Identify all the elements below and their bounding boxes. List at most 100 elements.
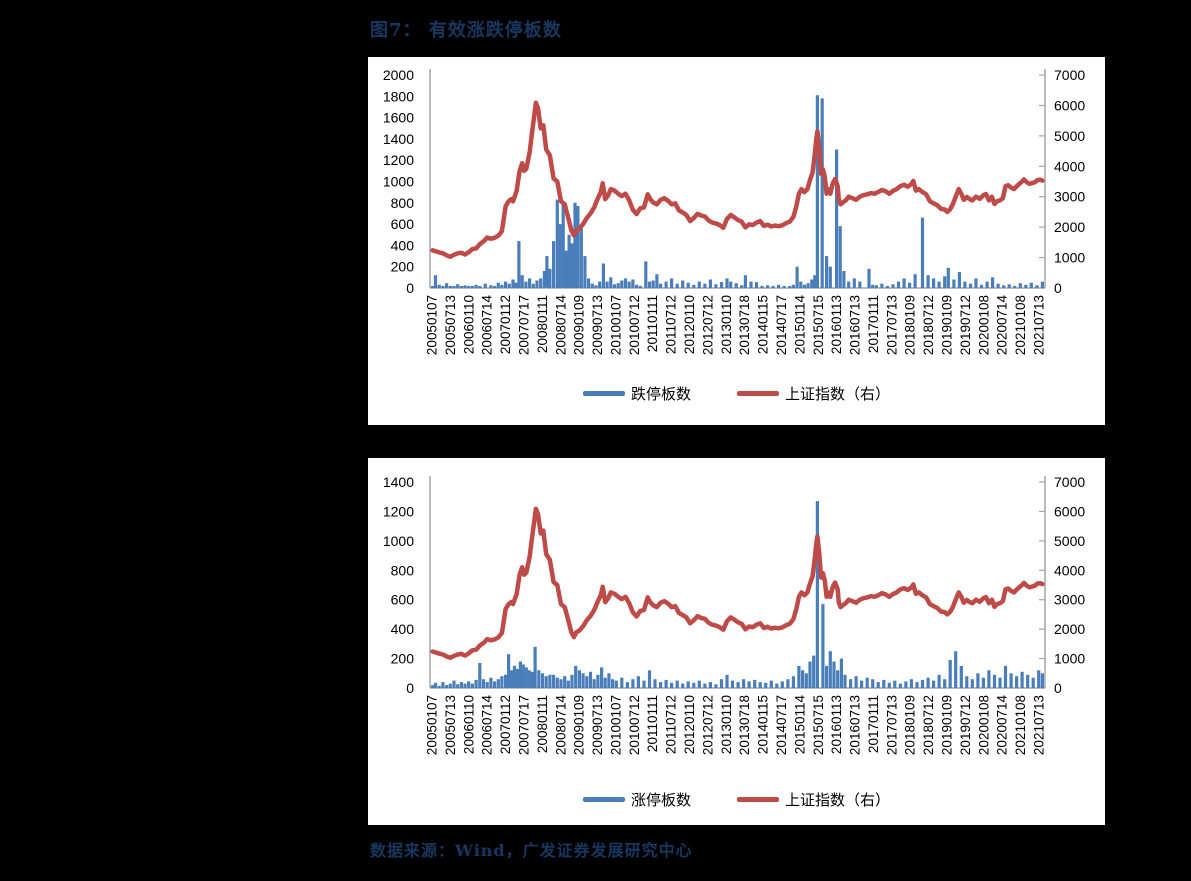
svg-text:20090109: 20090109 — [572, 295, 587, 355]
svg-text:20110111: 20110111 — [645, 295, 660, 352]
svg-text:20110712: 20110712 — [664, 295, 679, 354]
svg-text:20190109: 20190109 — [940, 295, 955, 355]
svg-text:20120712: 20120712 — [700, 295, 715, 355]
bar-series-涨停板数 — [431, 501, 1044, 688]
svg-text:20080111: 20080111 — [535, 695, 550, 753]
limit-up-chart: 0 200 400 600 800 1000 1200 1400 0 1000 2000 3000 40… — [383, 474, 1086, 756]
svg-text:20160113: 20160113 — [829, 695, 844, 754]
svg-text:20200714: 20200714 — [995, 295, 1010, 356]
svg-text:800: 800 — [391, 195, 415, 211]
source-note: 数据来源：Wind，广发证券发展研究中心 — [370, 841, 693, 860]
svg-text:20070112: 20070112 — [498, 695, 513, 754]
figure-title: 图7： 有效涨跌停板数 — [370, 20, 562, 41]
svg-text:20090109: 20090109 — [572, 695, 587, 755]
line-series-sse-index — [430, 100, 1045, 259]
svg-text:4000: 4000 — [1054, 158, 1085, 174]
svg-text:20110111: 20110111 — [645, 695, 660, 752]
right-axis-labels: 0 1000 2000 3000 4000 5000 6000 7000 — [1039, 474, 1085, 696]
svg-text:20060110: 20060110 — [461, 295, 476, 354]
svg-text:1800: 1800 — [383, 88, 414, 104]
svg-text:200: 200 — [391, 651, 415, 667]
svg-text:20100107: 20100107 — [608, 695, 623, 755]
svg-text:2000: 2000 — [383, 67, 414, 83]
red-line-marker-icon — [737, 797, 779, 802]
svg-text:1200: 1200 — [383, 503, 414, 519]
legend-item-bars: 跌停板数 — [582, 383, 691, 404]
svg-text:20090713: 20090713 — [590, 695, 605, 755]
svg-text:400: 400 — [391, 237, 415, 253]
legend-item-index: 上证指数（右） — [737, 383, 890, 404]
svg-text:1200: 1200 — [383, 152, 414, 168]
svg-text:0: 0 — [1054, 680, 1062, 696]
svg-text:20200714: 20200714 — [995, 695, 1010, 756]
svg-text:200: 200 — [391, 259, 415, 275]
svg-text:0: 0 — [406, 280, 414, 296]
svg-text:20060714: 20060714 — [480, 695, 495, 756]
svg-text:1600: 1600 — [383, 110, 414, 126]
svg-text:20200108: 20200108 — [976, 695, 991, 755]
svg-text:20080714: 20080714 — [553, 295, 568, 356]
svg-text:20200108: 20200108 — [976, 295, 991, 355]
svg-text:600: 600 — [391, 216, 415, 232]
svg-text:20070112: 20070112 — [498, 295, 513, 354]
svg-text:20170713: 20170713 — [884, 695, 899, 755]
svg-text:20140717: 20140717 — [774, 695, 789, 755]
left-axis-labels: 0 200 400 600 800 1000 1200 1400 1600 1800 2000 — [383, 67, 414, 296]
svg-text:20050713: 20050713 — [443, 295, 458, 355]
svg-text:0: 0 — [1054, 280, 1062, 296]
svg-text:20050713: 20050713 — [443, 695, 458, 755]
chart-panel-limit-up: 0 200 400 600 800 1000 1200 1400 0 1000 2000 3000 40… — [368, 458, 1105, 825]
svg-text:5000: 5000 — [1054, 533, 1085, 549]
svg-text:1400: 1400 — [383, 474, 414, 490]
svg-text:20100712: 20100712 — [627, 295, 642, 355]
svg-text:0: 0 — [406, 680, 414, 696]
svg-text:600: 600 — [391, 592, 415, 608]
svg-text:20100107: 20100107 — [608, 295, 623, 355]
limit-down-chart: 0 200 400 600 800 1000 1200 1400 1600 1800 2000 0 10… — [383, 67, 1086, 356]
svg-text:3000: 3000 — [1054, 189, 1085, 205]
svg-text:20210713: 20210713 — [1032, 695, 1047, 755]
svg-text:20190712: 20190712 — [958, 695, 973, 755]
svg-text:7000: 7000 — [1054, 67, 1085, 83]
x-axis-labels: 20050107 20050713 20060110 20060714 20070112… — [425, 295, 1047, 356]
svg-text:20160713: 20160713 — [848, 695, 863, 755]
svg-text:3000: 3000 — [1054, 592, 1085, 608]
svg-text:20110712: 20110712 — [664, 695, 679, 754]
svg-text:1400: 1400 — [383, 131, 414, 147]
svg-text:20090713: 20090713 — [590, 295, 605, 355]
chart-panel-limit-down: 0 200 400 600 800 1000 1200 1400 1600 1800 2000 0 10… — [368, 57, 1105, 425]
svg-text:1000: 1000 — [383, 533, 414, 549]
svg-text:400: 400 — [391, 621, 415, 637]
svg-text:20170111: 20170111 — [866, 695, 881, 753]
legend-label: 上证指数（右） — [785, 791, 891, 809]
bar-series-跌停板数 — [431, 95, 1044, 289]
svg-text:20140717: 20140717 — [774, 295, 789, 355]
left-axis-labels: 0 200 400 600 800 1000 1200 1400 — [383, 474, 414, 696]
right-axis-labels: 0 1000 2000 3000 4000 5000 6000 7000 — [1039, 67, 1085, 296]
svg-text:20170713: 20170713 — [884, 295, 899, 355]
blue-line-marker-icon — [582, 797, 625, 802]
svg-text:6000: 6000 — [1054, 503, 1085, 519]
svg-text:5000: 5000 — [1054, 128, 1085, 144]
blue-line-marker-icon — [582, 391, 625, 396]
svg-text:20150114: 20150114 — [792, 295, 807, 355]
svg-text:800: 800 — [391, 562, 415, 578]
svg-text:20190109: 20190109 — [940, 695, 955, 755]
svg-text:1000: 1000 — [1054, 250, 1085, 266]
svg-text:1000: 1000 — [1054, 651, 1085, 667]
svg-text:20120110: 20120110 — [682, 295, 697, 354]
svg-text:20140115: 20140115 — [756, 295, 771, 354]
red-line-marker-icon — [737, 391, 779, 396]
svg-text:20140115: 20140115 — [756, 695, 771, 754]
legend-label: 跌停板数 — [630, 385, 691, 403]
svg-text:20180109: 20180109 — [903, 695, 918, 755]
svg-text:20160113: 20160113 — [829, 295, 844, 354]
line-series-sse-index — [430, 506, 1045, 660]
svg-text:20130110: 20130110 — [719, 695, 734, 754]
svg-text:20150715: 20150715 — [811, 695, 826, 755]
svg-text:20170111: 20170111 — [866, 295, 881, 353]
svg-text:20120712: 20120712 — [700, 695, 715, 755]
svg-text:1000: 1000 — [383, 174, 414, 190]
svg-text:20080714: 20080714 — [553, 695, 568, 756]
